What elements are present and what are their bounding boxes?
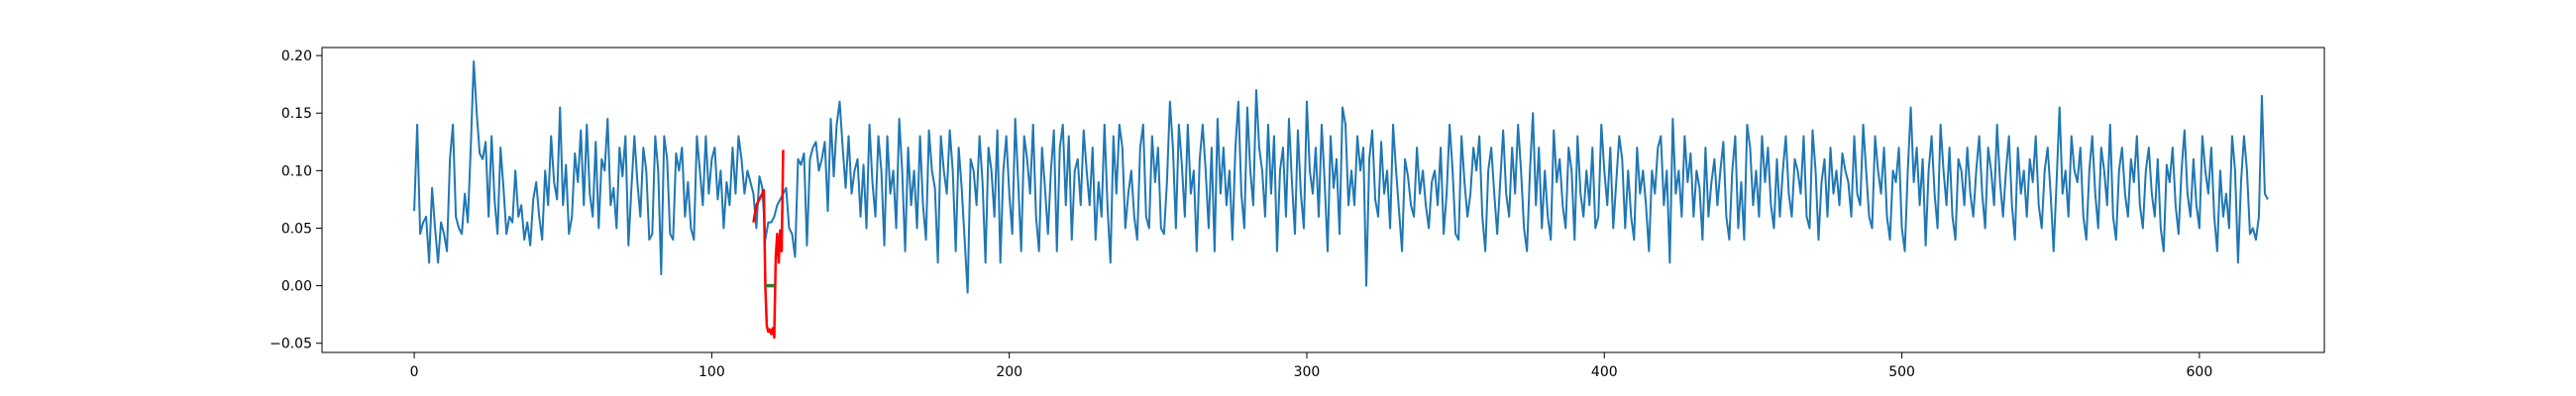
y-tick-label: 0.00 — [281, 279, 312, 295]
y-tick-label: 0.10 — [281, 163, 312, 179]
x-tick-label: 300 — [1294, 364, 1321, 380]
x-tick-label: 400 — [1591, 364, 1618, 380]
series-layer — [413, 59, 2269, 340]
main-series-line — [413, 59, 2269, 294]
y-tick-label: −0.05 — [269, 337, 312, 352]
x-tick-label: 100 — [698, 364, 725, 380]
y-axis-ticks: −0.05 0.00 0.05 0.10 0.15 0.20 — [269, 49, 322, 352]
axes-frame — [321, 47, 2325, 353]
x-tick-label: 500 — [1888, 364, 1915, 380]
x-tick-label: 0 — [410, 364, 419, 380]
y-tick-label: 0.05 — [281, 221, 312, 237]
plot-background — [322, 48, 2324, 352]
highlight-series-line — [752, 149, 785, 340]
y-tick-label: 0.20 — [281, 49, 312, 64]
x-tick-label: 600 — [2187, 364, 2213, 380]
x-tick-label: 200 — [996, 364, 1022, 380]
x-axis-ticks: 0 100 200 300 400 500 600 — [410, 352, 2213, 380]
y-tick-label: 0.15 — [281, 106, 312, 122]
